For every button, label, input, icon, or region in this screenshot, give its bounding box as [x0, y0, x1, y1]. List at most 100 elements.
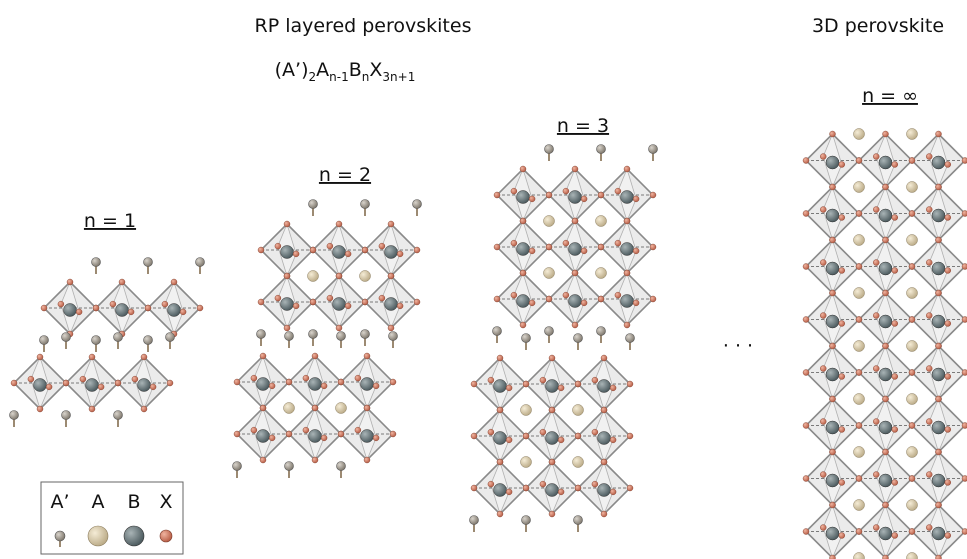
x-anion: [624, 322, 630, 328]
x-anion: [488, 377, 494, 383]
x-anion: [598, 244, 604, 250]
x-anion: [945, 479, 951, 485]
x-anion: [546, 244, 552, 250]
x-anion: [830, 184, 836, 190]
x-anion: [615, 240, 621, 246]
b-cation: [879, 527, 892, 540]
x-anion: [321, 383, 327, 389]
title-3d: 3D perovskite: [812, 15, 944, 37]
x-anion: [839, 426, 845, 432]
b-cation: [879, 209, 892, 222]
a-prime: [92, 336, 101, 345]
x-anion: [883, 343, 889, 349]
x-anion: [471, 381, 477, 387]
a-prime: [233, 462, 242, 471]
a-prime: [574, 516, 583, 525]
x-anion: [355, 427, 361, 433]
a-prime: [10, 411, 19, 420]
a-cation: [336, 403, 347, 414]
x-anion: [624, 270, 630, 276]
x-anion: [856, 529, 862, 535]
a-prime: [309, 200, 318, 209]
x-anion: [962, 317, 967, 323]
x-anion: [650, 244, 656, 250]
x-anion: [803, 423, 809, 429]
x-anion: [523, 381, 529, 387]
x-anion: [284, 221, 290, 227]
x-anion: [549, 355, 555, 361]
x-anion: [601, 511, 607, 517]
b-cation: [494, 380, 507, 393]
a-prime: [166, 333, 175, 342]
legend-label: A’: [50, 491, 69, 513]
diagram: RP layered perovskites (A’)2An-1BnX3n+1 …: [0, 0, 967, 559]
b-cation: [309, 378, 322, 391]
x-anion: [803, 264, 809, 270]
x-anion: [141, 354, 147, 360]
x-anion: [46, 384, 52, 390]
b-cation: [34, 379, 47, 392]
legend-label: A: [92, 491, 105, 513]
legend-label: B: [127, 491, 140, 513]
x-anion: [171, 279, 177, 285]
x-anion: [627, 433, 633, 439]
legend-label: X: [159, 491, 172, 513]
x-anion: [251, 427, 257, 433]
x-anion: [839, 214, 845, 220]
x-anion: [269, 435, 275, 441]
x-anion: [803, 158, 809, 164]
b-cation: [569, 243, 582, 256]
x-anion: [128, 309, 134, 315]
x-anion: [856, 476, 862, 482]
x-anion: [180, 309, 186, 315]
b-cation: [517, 191, 530, 204]
x-anion: [373, 435, 379, 441]
b-cation: [494, 484, 507, 497]
formula-part: A: [316, 59, 329, 81]
x-anion: [892, 161, 898, 167]
x-anion: [540, 481, 546, 487]
a-prime: [522, 334, 531, 343]
x-anion: [883, 290, 889, 296]
x-anion: [234, 431, 240, 437]
x-anion: [633, 196, 639, 202]
a-cation: [521, 405, 532, 416]
a-prime: [361, 200, 370, 209]
x-anion: [494, 296, 500, 302]
x-anion: [529, 248, 535, 254]
x-anion: [336, 273, 342, 279]
a-cation: [907, 182, 918, 193]
x-anion: [563, 240, 569, 246]
x-anion: [414, 247, 420, 253]
x-anion: [962, 529, 967, 535]
a-prime: [413, 200, 422, 209]
x-anion: [258, 299, 264, 305]
a-cation: [854, 500, 865, 511]
b-cation: [826, 209, 839, 222]
a-prime: [522, 516, 531, 525]
x-anion: [497, 459, 503, 465]
a-cation: [907, 553, 918, 559]
x-anion: [303, 375, 309, 381]
b-cation: [569, 191, 582, 204]
x-anion: [397, 251, 403, 257]
x-anion: [373, 383, 379, 389]
x-anion: [839, 373, 845, 379]
a-cation: [573, 405, 584, 416]
x-anion: [58, 301, 64, 307]
x-anion: [909, 158, 915, 164]
b-cation: [546, 380, 559, 393]
x-anion: [830, 555, 836, 559]
b-cation: [281, 246, 294, 259]
x-anion: [312, 405, 318, 411]
b-cation: [932, 156, 945, 169]
b-cation: [281, 298, 294, 311]
x-anion: [830, 449, 836, 455]
a-cation: [907, 341, 918, 352]
x-anion: [615, 188, 621, 194]
b-cation: [598, 484, 611, 497]
a-prime: [144, 336, 153, 345]
x-anion: [936, 131, 942, 137]
x-anion: [926, 525, 932, 531]
a-prime: [92, 258, 101, 267]
